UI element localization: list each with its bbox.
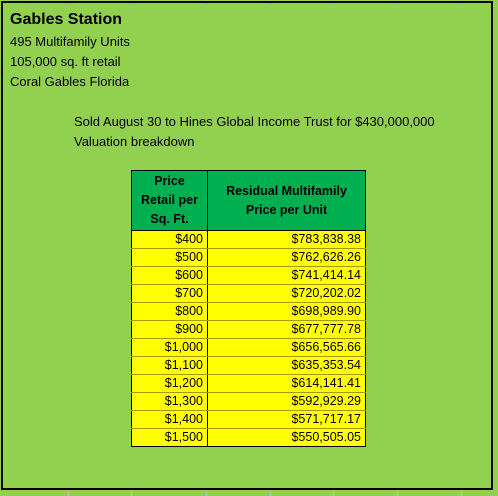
retail-price-cell[interactable]: $700 bbox=[131, 284, 208, 303]
header-line: Price per Unit bbox=[245, 202, 328, 217]
valuation-subtitle: Valuation breakdown bbox=[74, 134, 195, 149]
multifamily-price-cell[interactable]: $720,202.02 bbox=[207, 284, 366, 303]
table-row: $1,500 $550,505.05 bbox=[131, 428, 366, 447]
multifamily-price-cell[interactable]: $656,565.66 bbox=[207, 338, 366, 357]
table-row: $500 $762,626.26 bbox=[131, 248, 366, 267]
header-line: Price bbox=[154, 174, 185, 188]
units-text: 495 Multifamily Units bbox=[10, 34, 130, 49]
page-title: Gables Station bbox=[10, 11, 123, 28]
valuation-table: Price Retail per Sq. Ft. Residual Multif… bbox=[131, 170, 366, 447]
retail-price-cell[interactable]: $1,100 bbox=[131, 356, 208, 375]
multifamily-price-cell[interactable]: $677,777.78 bbox=[207, 320, 366, 339]
table-row: $800 $698,989.90 bbox=[131, 302, 366, 321]
table-row: $1,400 $571,717.17 bbox=[131, 410, 366, 429]
table-row: $1,000 $656,565.66 bbox=[131, 338, 366, 357]
header-line: Sq. Ft. bbox=[150, 212, 189, 226]
header-retail-price: Price Retail per Sq. Ft. bbox=[131, 170, 208, 231]
retail-price-cell[interactable]: $1,500 bbox=[131, 428, 208, 447]
retail-price-cell[interactable]: $600 bbox=[131, 266, 208, 285]
retail-text: 105,000 sq. ft retail bbox=[10, 54, 121, 69]
multifamily-price-cell[interactable]: $571,717.17 bbox=[207, 410, 366, 429]
multifamily-price-cell[interactable]: $635,353.54 bbox=[207, 356, 366, 375]
retail-price-cell[interactable]: $1,300 bbox=[131, 392, 208, 411]
table-row: $1,100 $635,353.54 bbox=[131, 356, 366, 375]
header-multifamily-price: Residual Multifamily Price per Unit bbox=[207, 170, 366, 231]
multifamily-price-cell[interactable]: $783,838.38 bbox=[207, 230, 366, 249]
retail-price-cell[interactable]: $900 bbox=[131, 320, 208, 339]
sale-description: Sold August 30 to Hines Global Income Tr… bbox=[74, 114, 435, 129]
header-line: Retail per bbox=[141, 193, 198, 207]
header-line: Residual Multifamily bbox=[226, 183, 347, 198]
multifamily-price-cell[interactable]: $550,505.05 bbox=[207, 428, 366, 447]
multifamily-price-cell[interactable]: $762,626.26 bbox=[207, 248, 366, 267]
retail-price-cell[interactable]: $800 bbox=[131, 302, 208, 321]
table-row: $700 $720,202.02 bbox=[131, 284, 366, 303]
table-row: $900 $677,777.78 bbox=[131, 320, 366, 339]
retail-price-cell[interactable]: $1,000 bbox=[131, 338, 208, 357]
table-row: $600 $741,414.14 bbox=[131, 266, 366, 285]
retail-price-cell[interactable]: $500 bbox=[131, 248, 208, 267]
retail-price-cell[interactable]: $1,400 bbox=[131, 410, 208, 429]
table-row: $1,200 $614,141.41 bbox=[131, 374, 366, 393]
retail-price-cell[interactable]: $1,200 bbox=[131, 374, 208, 393]
location-text: Coral Gables Florida bbox=[10, 74, 130, 89]
multifamily-price-cell[interactable]: $592,929.29 bbox=[207, 392, 366, 411]
table-row: $400 $783,838.38 bbox=[131, 230, 366, 249]
multifamily-price-cell[interactable]: $698,989.90 bbox=[207, 302, 366, 321]
multifamily-price-cell[interactable]: $741,414.14 bbox=[207, 266, 366, 285]
table-header-row: Price Retail per Sq. Ft. Residual Multif… bbox=[131, 170, 366, 231]
retail-price-cell[interactable]: $400 bbox=[131, 230, 208, 249]
multifamily-price-cell[interactable]: $614,141.41 bbox=[207, 374, 366, 393]
table-row: $1,300 $592,929.29 bbox=[131, 392, 366, 411]
